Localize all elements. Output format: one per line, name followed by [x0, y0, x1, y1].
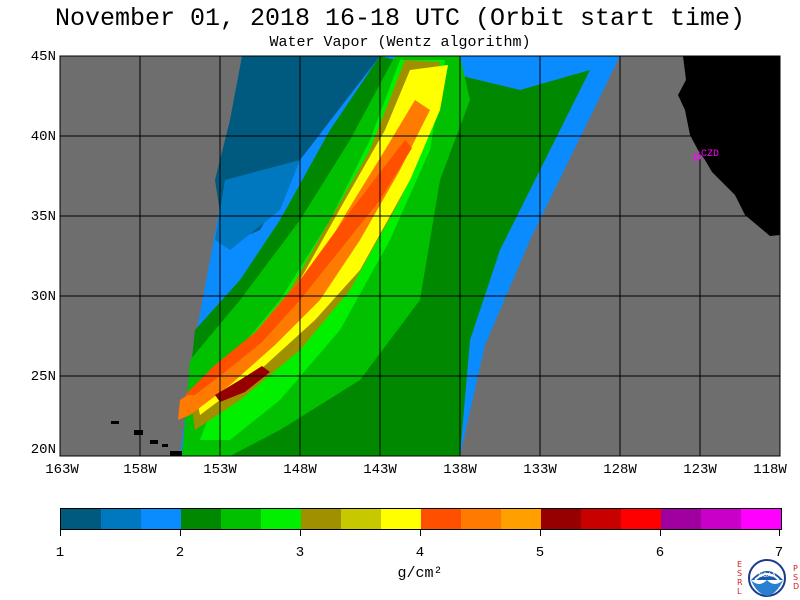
lon-label-118w: 118W [753, 462, 787, 478]
colorbar-swatch [381, 509, 421, 529]
colorbar-swatch [461, 509, 501, 529]
noaa-emblem: NOAA [748, 559, 786, 597]
noaa-logo-icon: E S R L NOAA P S D [733, 556, 799, 600]
lon-label-133w: 133W [523, 462, 557, 478]
lon-label-143w: 143W [363, 462, 397, 478]
graticule [60, 56, 780, 456]
station-marker-icon [693, 153, 701, 161]
colorbar-swatch [741, 509, 781, 529]
colorbar-tick-label: 7 [774, 545, 784, 561]
lon-label-158w: 158W [123, 462, 157, 478]
esrl-letters: E S R L [737, 560, 743, 596]
lat-label-30n: 30N [30, 289, 56, 305]
land-california [678, 56, 780, 236]
page-subtitle: Water Vapor (Wentz algorithm) [269, 34, 531, 51]
colorbar-swatch [501, 509, 541, 529]
colorbar-swatch [101, 509, 141, 529]
colorbar-swatch [301, 509, 341, 529]
lat-label-25n: 25N [30, 369, 56, 385]
lat-label-40n: 40N [30, 129, 56, 145]
water-vapor-map: CZD [59, 55, 781, 457]
colorbar-tickmark [660, 529, 661, 536]
swath-band-red [215, 366, 270, 402]
colorbar-swatch [701, 509, 741, 529]
colorbar-tick-label: 3 [295, 545, 305, 561]
colorbar-swatch [621, 509, 661, 529]
lat-label-45n: 45N [30, 49, 56, 65]
colorbar-swatch [221, 509, 261, 529]
logo-letter: S [793, 573, 799, 582]
colorbar-tickmark [779, 529, 780, 536]
colorbar-swatch [341, 509, 381, 529]
hawaii-islands [111, 421, 182, 456]
lon-label-123w: 123W [683, 462, 717, 478]
logo-letter: S [737, 569, 743, 578]
logo-letter: E [737, 560, 743, 569]
colorbar-tickmark [300, 529, 301, 536]
logo-letter: D [793, 582, 800, 591]
colorbar-units: g/cm² [397, 565, 443, 582]
lat-label-35n: 35N [30, 209, 56, 225]
lon-label-138w: 138W [443, 462, 477, 478]
colorbar-tick-label: 5 [535, 545, 545, 561]
swath-band-redorange [185, 140, 412, 395]
colorbar [60, 508, 782, 530]
swath-band-midblue [215, 160, 300, 250]
colorbar-swatch [181, 509, 221, 529]
colorbar-swatch [141, 509, 181, 529]
colorbar-swatch [581, 509, 621, 529]
station-label: CZD [701, 149, 719, 160]
colorbar-swatch [661, 509, 701, 529]
logo-letter: R [737, 578, 743, 587]
lon-label-163w: 163W [45, 462, 79, 478]
colorbar-tickmark [60, 529, 61, 536]
lon-label-128w: 128W [603, 462, 637, 478]
noaa-emblem-text: NOAA [758, 572, 776, 579]
logo-letter: L [737, 587, 742, 596]
colorbar-tickmark [420, 529, 421, 536]
colorbar-tickmark [180, 529, 181, 536]
colorbar-tickmark [540, 529, 541, 536]
swath-band-orange [178, 100, 430, 420]
logo-letter: P [793, 564, 798, 573]
page-title: November 01, 2018 16-18 UTC (Orbit start… [54, 4, 746, 33]
colorbar-tick-label: 1 [55, 545, 65, 561]
colorbar-tick-label: 4 [415, 545, 425, 561]
lat-label-20n: 20N [30, 442, 56, 458]
colorbar-tick-label: 2 [175, 545, 185, 561]
psd-letters: P S D [793, 564, 799, 591]
lon-label-153w: 153W [203, 462, 237, 478]
colorbar-swatch [61, 509, 101, 529]
colorbar-tick-label: 6 [655, 545, 665, 561]
colorbar-swatch [541, 509, 581, 529]
colorbar-swatch [421, 509, 461, 529]
colorbar-swatch [261, 509, 301, 529]
map-frame [59, 55, 781, 457]
lon-label-148w: 148W [283, 462, 317, 478]
